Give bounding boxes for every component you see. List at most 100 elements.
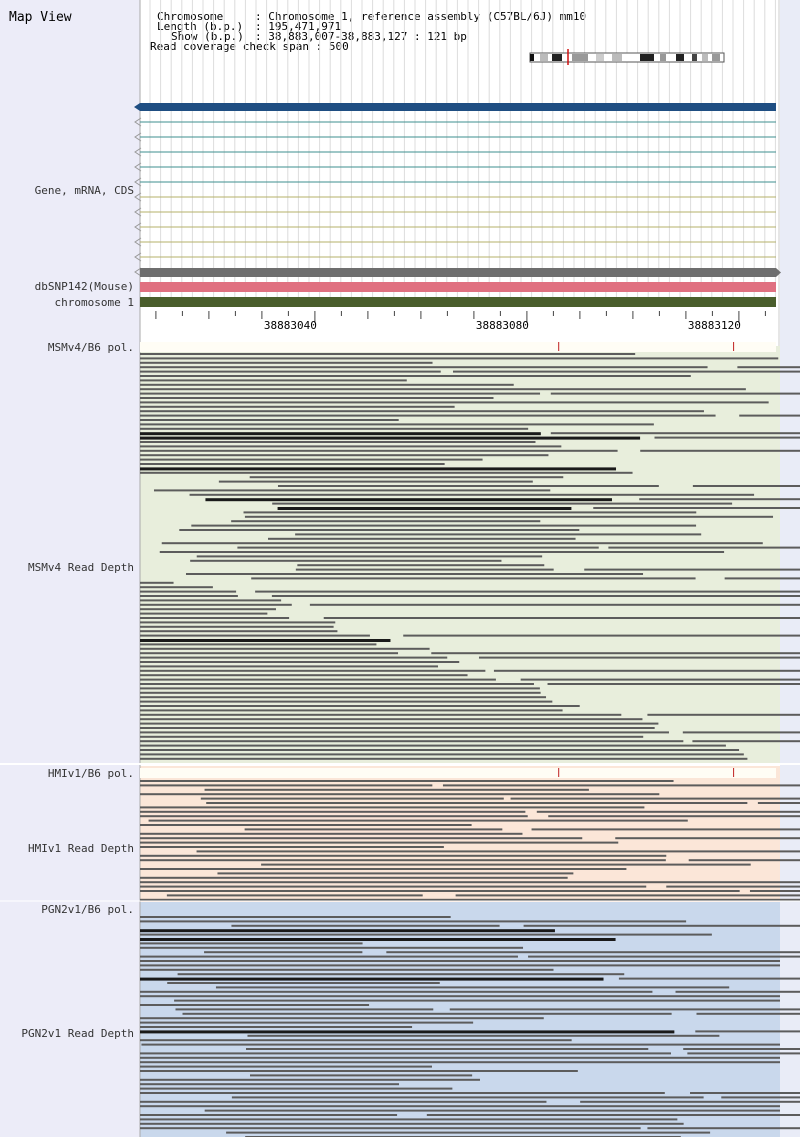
strand-arrow	[134, 177, 142, 187]
read	[140, 581, 174, 584]
read	[140, 405, 455, 408]
read	[140, 713, 622, 716]
read	[159, 551, 725, 553]
read	[140, 643, 377, 646]
read	[140, 995, 780, 998]
map-view-title: Map View	[9, 10, 72, 25]
read	[531, 828, 800, 831]
chromosome-bar	[140, 297, 776, 307]
read	[140, 652, 399, 655]
track-label-gene: Gene, mRNA, CDS	[34, 184, 134, 197]
read	[205, 498, 612, 502]
read	[140, 696, 547, 699]
read	[206, 802, 748, 804]
ruler-label: 38883080	[476, 319, 529, 332]
read	[140, 990, 653, 993]
read	[140, 353, 636, 355]
read	[666, 885, 800, 888]
read	[682, 731, 800, 734]
read	[140, 1087, 453, 1090]
read	[140, 397, 494, 399]
read	[231, 520, 541, 523]
strand-arrow	[134, 222, 142, 232]
read	[140, 806, 645, 809]
read	[231, 924, 500, 927]
read	[140, 885, 647, 888]
read	[226, 1131, 711, 1134]
read	[277, 507, 572, 510]
read	[175, 1008, 434, 1011]
read	[140, 608, 276, 611]
track-label-pgn-depth: PGN2v1 Read Depth	[21, 1027, 134, 1040]
read	[140, 784, 433, 787]
read	[140, 881, 800, 884]
read	[688, 859, 800, 862]
read	[244, 515, 774, 518]
strand-arrow	[134, 237, 142, 247]
read	[140, 920, 687, 923]
ideogram-band	[530, 54, 534, 61]
read	[449, 1008, 800, 1011]
read	[140, 388, 746, 391]
read	[140, 876, 568, 879]
read	[217, 872, 574, 875]
ideogram-band	[660, 54, 666, 61]
hmi-pol-strip	[140, 768, 776, 778]
read	[608, 546, 800, 549]
read	[140, 463, 445, 465]
read	[550, 392, 800, 395]
ideogram-band	[712, 54, 720, 61]
read	[140, 639, 391, 642]
read	[757, 802, 800, 804]
read	[140, 1030, 675, 1034]
info-length-label: Length (b.p.)	[157, 20, 244, 33]
ruler: 38883040 38883080 38883120	[155, 311, 766, 332]
read	[550, 432, 800, 435]
read	[584, 568, 800, 571]
read	[140, 361, 433, 364]
read	[675, 990, 800, 993]
read	[140, 964, 780, 967]
read	[695, 1030, 800, 1033]
read	[204, 788, 589, 791]
read	[140, 674, 468, 677]
read	[295, 568, 554, 571]
read	[140, 749, 740, 751]
read	[261, 863, 751, 866]
read	[140, 621, 336, 624]
gene-bar	[140, 103, 776, 111]
read	[140, 757, 748, 760]
read	[140, 392, 541, 395]
read	[140, 630, 338, 633]
strand-arrow	[134, 267, 142, 277]
read	[204, 1109, 780, 1112]
read	[140, 753, 744, 756]
ideogram-band	[702, 54, 708, 61]
read	[452, 370, 800, 373]
read	[140, 1021, 474, 1024]
strand-arrow	[134, 147, 142, 157]
read	[386, 951, 800, 954]
read	[140, 890, 740, 892]
read	[140, 846, 444, 848]
read	[580, 1100, 800, 1103]
info-coverage-text: 500	[328, 40, 349, 53]
read	[218, 480, 533, 483]
track-label-dbsnp: dbSNP142(Mouse)	[34, 280, 134, 293]
read	[140, 960, 780, 962]
read	[528, 955, 800, 958]
read	[140, 832, 523, 835]
read	[140, 1127, 641, 1130]
read	[177, 973, 625, 976]
read	[297, 564, 545, 567]
strand-arrow	[134, 192, 142, 202]
read	[140, 617, 290, 619]
read	[140, 656, 448, 659]
read	[140, 1004, 370, 1006]
gene-arrow	[134, 103, 140, 111]
read	[140, 868, 627, 870]
read	[140, 1017, 544, 1020]
read	[548, 815, 800, 818]
info-length-text: 195,471,971	[268, 20, 342, 33]
